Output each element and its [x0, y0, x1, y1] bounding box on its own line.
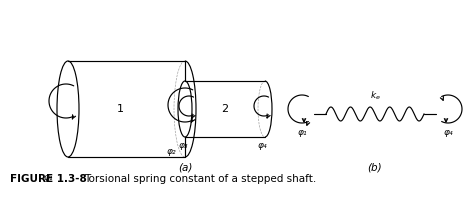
- Text: φ₁: φ₁: [43, 173, 53, 182]
- Text: φ₃: φ₃: [178, 141, 188, 150]
- Text: 1: 1: [117, 104, 124, 114]
- Text: φ₄: φ₄: [257, 141, 267, 150]
- Text: $k_e$: $k_e$: [370, 90, 381, 102]
- Text: (a): (a): [178, 162, 192, 172]
- Text: φ₁: φ₁: [297, 128, 307, 137]
- Text: (b): (b): [368, 162, 383, 172]
- Text: Torsional spring constant of a stepped shaft.: Torsional spring constant of a stepped s…: [84, 174, 316, 184]
- Text: φ₄: φ₄: [443, 128, 453, 137]
- Text: FIGURE 1.3-8: FIGURE 1.3-8: [10, 174, 87, 184]
- Text: 2: 2: [221, 104, 228, 114]
- Text: φ₂: φ₂: [166, 147, 176, 156]
